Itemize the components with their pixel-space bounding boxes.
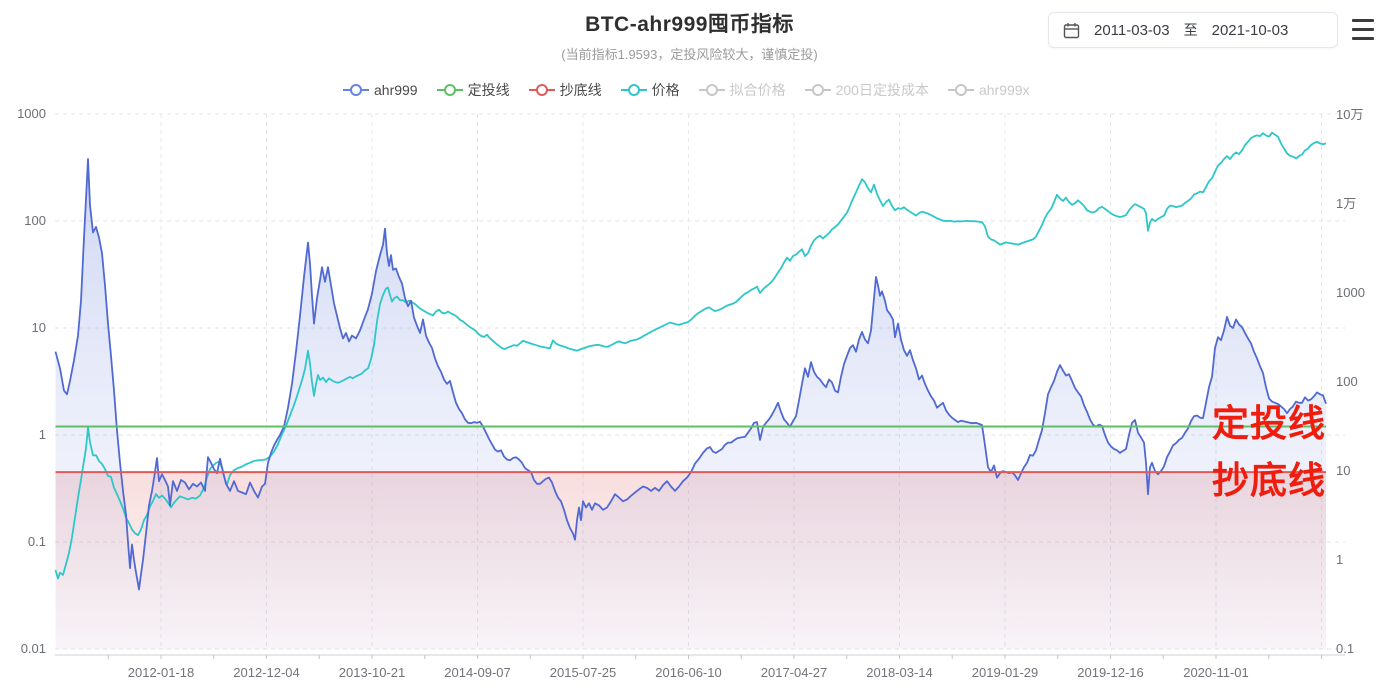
legend-item-label: 定投线: [467, 82, 510, 98]
legend: ahr999 定投线 抄底线 价格 拟合价格 200日定投成本 ahr999x: [343, 80, 1030, 100]
x-axis-tick-label: 2017-04-27: [760, 665, 828, 680]
legend-item-label: ahr999x: [978, 82, 1030, 98]
x-axis-tick-label: 2012-12-04: [233, 665, 300, 680]
x-axis: [55, 654, 1345, 659]
x-axis-tick-label: 2020-11-01: [1183, 665, 1249, 680]
x-axis-tick-label: 2013-10-21: [338, 665, 406, 680]
x-axis-tick-label: 2018-03-14: [866, 665, 933, 680]
ahr999-area-fill: [55, 159, 1326, 649]
left-axis-tick-label: 1: [38, 427, 46, 442]
left-axis-tick-label: 100: [24, 213, 46, 228]
x-axis-tick-label: 2019-12-16: [1077, 665, 1144, 680]
legend-line-circle-icon: [436, 84, 463, 96]
legend-line-circle-icon: [698, 84, 725, 96]
legend-item-chaodixian[interactable]: 抄底线: [528, 80, 602, 100]
legend-item-ahr999x[interactable]: ahr999x: [947, 82, 1030, 98]
right-axis-tick-label: 1000: [1336, 285, 1365, 300]
annotation-dingtouxian: 定投线: [1212, 403, 1326, 444]
ahr999-line: [54, 158, 1327, 591]
left-axis-tick-label: 1000: [17, 106, 46, 121]
legend-line-circle-icon: [947, 84, 974, 96]
legend-item-label: 拟合价格: [729, 82, 786, 98]
legend-item-200ri-dingtou-chengben[interactable]: 200日定投成本: [804, 80, 929, 100]
x-axis-tick-label: 2016-06-10: [655, 665, 722, 680]
legend-item-nihe-jiage[interactable]: 拟合价格: [698, 80, 786, 100]
x-axis-tick-label: 2012-01-18: [127, 665, 195, 680]
left-axis-tick-label: 0.1: [27, 534, 46, 549]
date-range-picker[interactable]: 2011-03-03 至 2021-10-03: [1048, 12, 1338, 48]
right-axis-tick-label: 10万: [1336, 107, 1364, 122]
legend-line-circle-icon: [343, 84, 369, 96]
price-line: [54, 131, 1327, 580]
right-axis-tick-label: 0.1: [1336, 641, 1355, 656]
x-axis-tick-label: 2015-07-25: [549, 665, 617, 680]
legend-item-ahr999[interactable]: ahr999: [343, 82, 418, 98]
date-end-value[interactable]: 2021-10-03: [1211, 21, 1289, 39]
left-axis-tick-label: 10: [31, 320, 46, 335]
hamburger-menu-icon[interactable]: [1352, 19, 1376, 40]
x-axis-tick-label: 2014-09-07: [444, 665, 511, 680]
legend-item-label: ahr999: [374, 82, 418, 98]
annotation-chaodixian: 抄底线: [1212, 460, 1326, 501]
right-axis-tick-label: 1: [1336, 552, 1344, 567]
legend-item-label: 200日定投成本: [835, 82, 929, 98]
left-axis-tick-label: 0.01: [20, 641, 46, 656]
date-range-separator: 至: [1183, 22, 1198, 38]
legend-item-label: 抄底线: [559, 82, 602, 98]
legend-line-circle-icon: [804, 84, 831, 96]
right-axis-tick-label: 10: [1336, 463, 1351, 478]
legend-line-circle-icon: [620, 84, 647, 96]
legend-line-circle-icon: [528, 84, 555, 96]
right-axis-tick-label: 100: [1336, 374, 1358, 389]
right-axis-tick-label: 1万: [1336, 196, 1357, 211]
legend-item-label: 价格: [651, 82, 680, 98]
x-axis-tick-label: 2019-01-29: [971, 665, 1039, 680]
legend-item-dingtouxian[interactable]: 定投线: [436, 80, 510, 100]
legend-item-jiage[interactable]: 价格: [620, 80, 680, 100]
date-start-value[interactable]: 2011-03-03: [1094, 21, 1170, 39]
calendar-icon: [1063, 22, 1080, 39]
